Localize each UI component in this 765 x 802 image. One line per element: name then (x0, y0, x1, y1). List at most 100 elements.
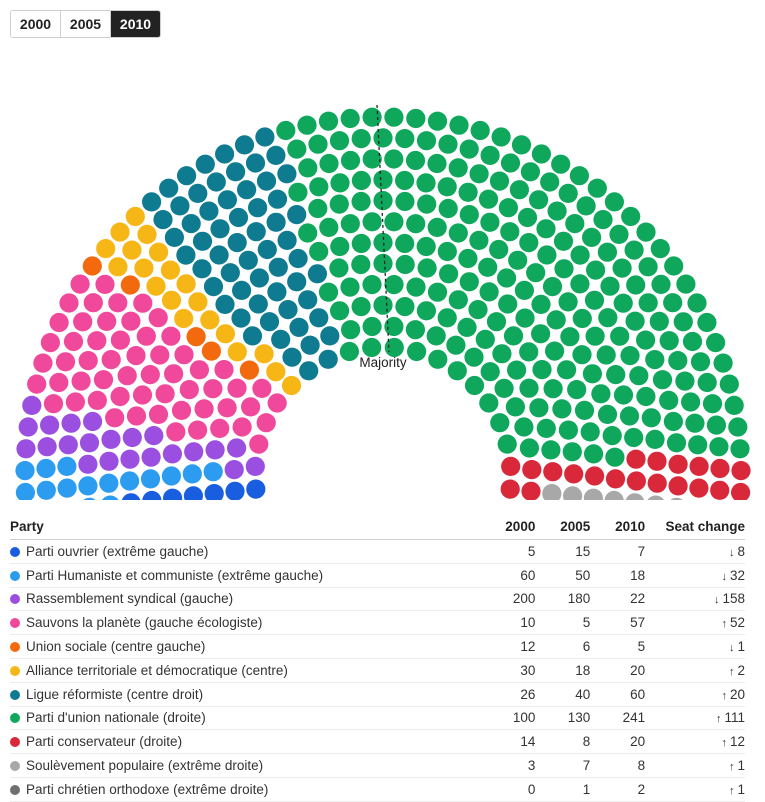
seat (373, 170, 393, 190)
seat (340, 108, 360, 129)
seat (242, 326, 263, 346)
seat (437, 177, 457, 197)
arrow-down-icon: ↓ (728, 642, 735, 655)
seat (307, 264, 327, 284)
seats-2005: 1 (582, 781, 591, 797)
seats-2005: 5 (582, 615, 591, 631)
seat (479, 282, 499, 302)
seat (580, 422, 600, 442)
seat (417, 194, 437, 214)
party-color-dot (10, 570, 20, 581)
party-name: Union sociale (centre gauche) (26, 639, 206, 655)
seat (494, 378, 514, 398)
seat (582, 364, 603, 384)
seat (277, 164, 297, 184)
seats-2000: 10 (520, 615, 536, 631)
seat (519, 233, 539, 253)
seat (245, 153, 266, 173)
seat (282, 347, 302, 367)
seat-change-value: 158 (722, 591, 745, 607)
party-name: Rassemblement syndical (gauche) (26, 591, 234, 607)
seat (340, 150, 361, 171)
seat (140, 365, 160, 385)
seat (215, 324, 235, 344)
seat (500, 479, 520, 499)
seat (609, 224, 629, 244)
seat (188, 420, 208, 440)
party-color-dot (10, 713, 20, 724)
seat (117, 366, 137, 386)
seat (120, 471, 140, 491)
seat (384, 212, 404, 232)
arrow-up-icon: ↑ (728, 665, 735, 678)
party-color-dot (10, 546, 20, 557)
seat (647, 495, 664, 500)
seat (149, 242, 169, 262)
seat (121, 311, 141, 331)
seat (329, 194, 349, 214)
seat (531, 294, 551, 314)
seat-change-value: 8 (737, 543, 745, 559)
seat (506, 360, 527, 380)
seat (59, 293, 79, 313)
seat (682, 331, 703, 352)
seat (227, 378, 247, 398)
seat (497, 434, 517, 454)
seat (457, 317, 477, 337)
table-row: Parti Humaniste et communiste (extrême g… (10, 563, 745, 588)
seat (203, 462, 223, 482)
year-tab-2005[interactable]: 2005 (61, 11, 111, 37)
seat (362, 316, 382, 337)
seat (40, 415, 60, 435)
seat (205, 440, 225, 460)
seat (438, 134, 458, 154)
seat (584, 290, 605, 310)
seat-change-value: 1 (737, 781, 745, 797)
seat (246, 222, 266, 242)
seat (591, 384, 611, 404)
seat (706, 333, 726, 353)
seat (489, 239, 509, 260)
seat (500, 222, 520, 242)
header-2005: 2005 (535, 515, 591, 540)
seat (121, 493, 141, 500)
seat (384, 316, 404, 337)
seat (373, 128, 393, 148)
year-tab-2010[interactable]: 2010 (111, 11, 160, 37)
seat (266, 145, 286, 165)
year-tab-2000[interactable]: 2000 (11, 11, 61, 37)
seat (540, 172, 560, 192)
seat (491, 127, 511, 147)
seat (606, 365, 626, 385)
seat (446, 335, 466, 355)
seat (148, 308, 168, 328)
seat (288, 248, 308, 269)
seat (108, 293, 128, 313)
seat (82, 256, 102, 276)
party-color-dot (10, 689, 20, 700)
seat (395, 233, 415, 254)
seat (299, 361, 319, 381)
party-color-dot (10, 737, 20, 748)
seat (558, 420, 579, 440)
seat (362, 212, 382, 232)
seats-2000: 0 (527, 781, 536, 797)
seat (267, 189, 288, 209)
seat (140, 469, 161, 489)
majority-line (376, 104, 390, 353)
seat (340, 214, 360, 234)
seat (340, 277, 360, 297)
seat (245, 456, 265, 476)
seat (93, 370, 114, 390)
seat (96, 239, 116, 259)
seat (146, 276, 166, 296)
seat (663, 293, 683, 313)
seat (255, 127, 275, 147)
seat-change-value: 52 (729, 615, 745, 631)
seat (155, 384, 175, 404)
seat (529, 190, 549, 210)
seat (351, 297, 371, 317)
seat (565, 214, 585, 234)
seat-change: ↑ 1 (645, 754, 745, 778)
seat (448, 158, 468, 178)
